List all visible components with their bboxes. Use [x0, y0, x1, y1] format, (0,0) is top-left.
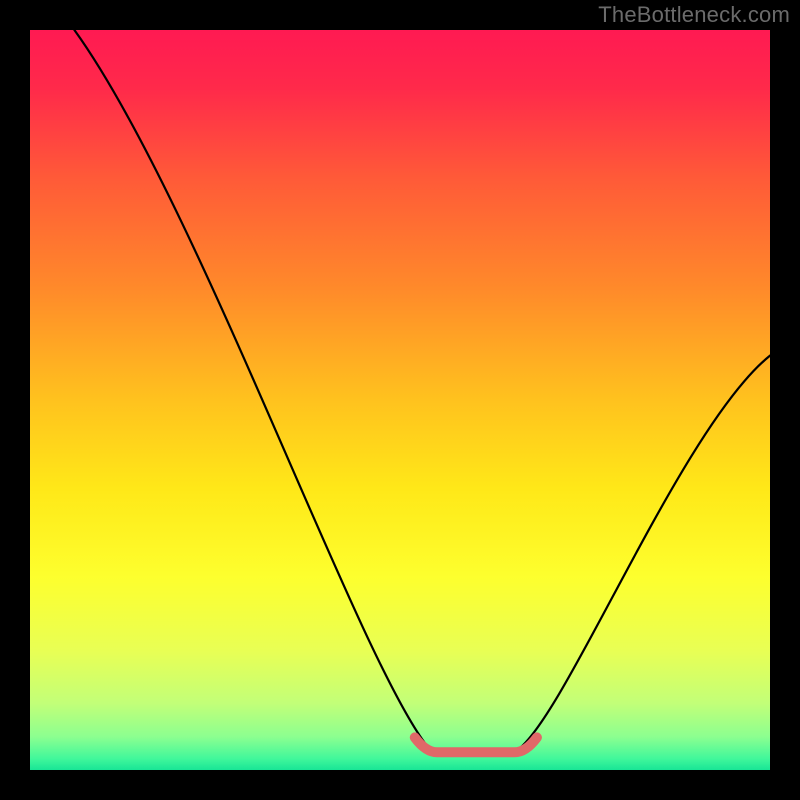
watermark-text: TheBottleneck.com [598, 2, 790, 28]
chart-stage: TheBottleneck.com [0, 0, 800, 800]
valley-marker [415, 737, 537, 752]
bottleneck-curve [74, 30, 770, 751]
curve-layer [0, 0, 800, 800]
